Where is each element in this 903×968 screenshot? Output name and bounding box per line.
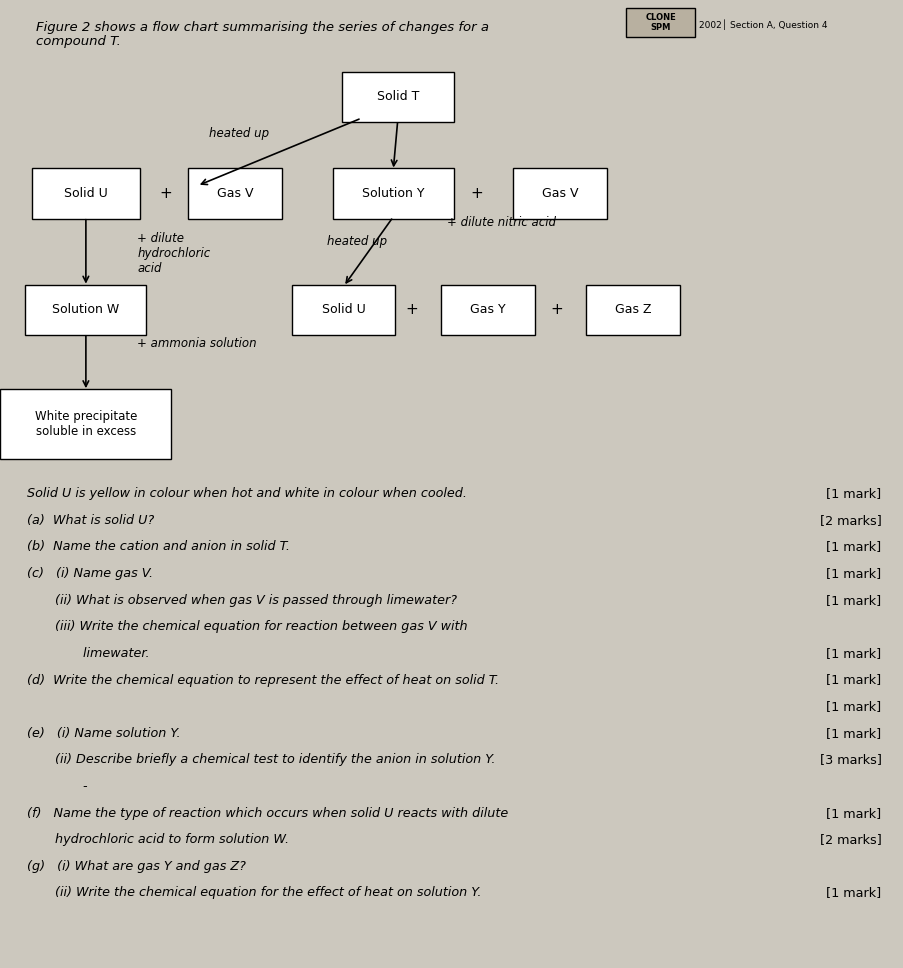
Text: Solid U: Solid U	[321, 303, 365, 317]
Text: limewater.: limewater.	[27, 647, 150, 660]
FancyBboxPatch shape	[33, 168, 139, 219]
Text: (a)  What is solid U?: (a) What is solid U?	[27, 514, 154, 527]
Text: Solid T: Solid T	[377, 90, 418, 104]
FancyBboxPatch shape	[585, 285, 679, 335]
Text: White precipitate
soluble in excess: White precipitate soluble in excess	[34, 410, 137, 438]
Text: (c)   (i) Name gas V.: (c) (i) Name gas V.	[27, 567, 153, 580]
Text: [1 mark]: [1 mark]	[825, 647, 880, 660]
Text: [1 mark]: [1 mark]	[825, 806, 880, 820]
Text: + dilute nitric acid: + dilute nitric acid	[447, 216, 556, 229]
Text: Gas V: Gas V	[217, 187, 253, 200]
Text: CLONE
SPM: CLONE SPM	[645, 13, 675, 32]
Text: +: +	[550, 302, 563, 318]
Text: (d)  Write the chemical equation to represent the effect of heat on solid T.: (d) Write the chemical equation to repre…	[27, 674, 498, 686]
FancyBboxPatch shape	[626, 8, 694, 37]
Text: [1 mark]: [1 mark]	[825, 674, 880, 686]
Text: (ii) Write the chemical equation for the effect of heat on solution Y.: (ii) Write the chemical equation for the…	[27, 887, 481, 899]
Text: + dilute
hydrochloric
acid: + dilute hydrochloric acid	[137, 232, 210, 275]
FancyBboxPatch shape	[332, 168, 453, 219]
Text: +: +	[470, 186, 482, 201]
Text: Figure 2 shows a flow chart summarising the series of changes for a: Figure 2 shows a flow chart summarising …	[36, 20, 489, 34]
Text: Solution W: Solution W	[52, 303, 119, 317]
Text: [3 marks]: [3 marks]	[819, 753, 880, 767]
Text: -: -	[27, 780, 88, 793]
Text: (ii) What is observed when gas V is passed through limewater?: (ii) What is observed when gas V is pass…	[27, 593, 457, 607]
Text: (g)   (i) What are gas Y and gas Z?: (g) (i) What are gas Y and gas Z?	[27, 860, 246, 873]
Text: + ammonia solution: + ammonia solution	[137, 337, 256, 350]
Text: 2002│ Section A, Question 4: 2002│ Section A, Question 4	[698, 18, 826, 30]
Text: [1 mark]: [1 mark]	[825, 567, 880, 580]
Text: +: +	[405, 302, 418, 318]
Text: Solid U: Solid U	[64, 187, 107, 200]
Text: Solution Y: Solution Y	[361, 187, 424, 200]
Text: (ii) Describe briefly a chemical test to identify the anion in solution Y.: (ii) Describe briefly a chemical test to…	[27, 753, 495, 767]
Text: compound T.: compound T.	[36, 35, 121, 48]
Text: heated up: heated up	[209, 127, 269, 140]
Text: (b)  Name the cation and anion in solid T.: (b) Name the cation and anion in solid T…	[27, 540, 290, 554]
Text: [1 mark]: [1 mark]	[825, 540, 880, 554]
Text: [2 marks]: [2 marks]	[819, 514, 880, 527]
Text: [1 mark]: [1 mark]	[825, 700, 880, 713]
Text: (e)   (i) Name solution Y.: (e) (i) Name solution Y.	[27, 727, 181, 740]
Text: [1 mark]: [1 mark]	[825, 487, 880, 500]
Text: [2 marks]: [2 marks]	[819, 833, 880, 846]
FancyBboxPatch shape	[441, 285, 535, 335]
Text: hydrochloric acid to form solution W.: hydrochloric acid to form solution W.	[27, 833, 289, 846]
Text: Gas V: Gas V	[542, 187, 578, 200]
FancyBboxPatch shape	[25, 285, 146, 335]
FancyBboxPatch shape	[292, 285, 395, 335]
FancyBboxPatch shape	[1, 389, 172, 459]
Text: Gas Y: Gas Y	[470, 303, 506, 317]
FancyBboxPatch shape	[341, 72, 453, 122]
Text: heated up: heated up	[327, 235, 386, 249]
FancyBboxPatch shape	[188, 168, 282, 219]
Text: (iii) Write the chemical equation for reaction between gas V with: (iii) Write the chemical equation for re…	[27, 620, 467, 633]
FancyBboxPatch shape	[513, 168, 607, 219]
Text: Gas Z: Gas Z	[614, 303, 650, 317]
Text: (f)   Name the type of reaction which occurs when solid U reacts with dilute: (f) Name the type of reaction which occu…	[27, 806, 507, 820]
Text: Solid U is yellow in colour when hot and white in colour when cooled.: Solid U is yellow in colour when hot and…	[27, 487, 467, 500]
Text: [1 mark]: [1 mark]	[825, 593, 880, 607]
Text: [1 mark]: [1 mark]	[825, 727, 880, 740]
Text: +: +	[159, 186, 172, 201]
Text: [1 mark]: [1 mark]	[825, 887, 880, 899]
